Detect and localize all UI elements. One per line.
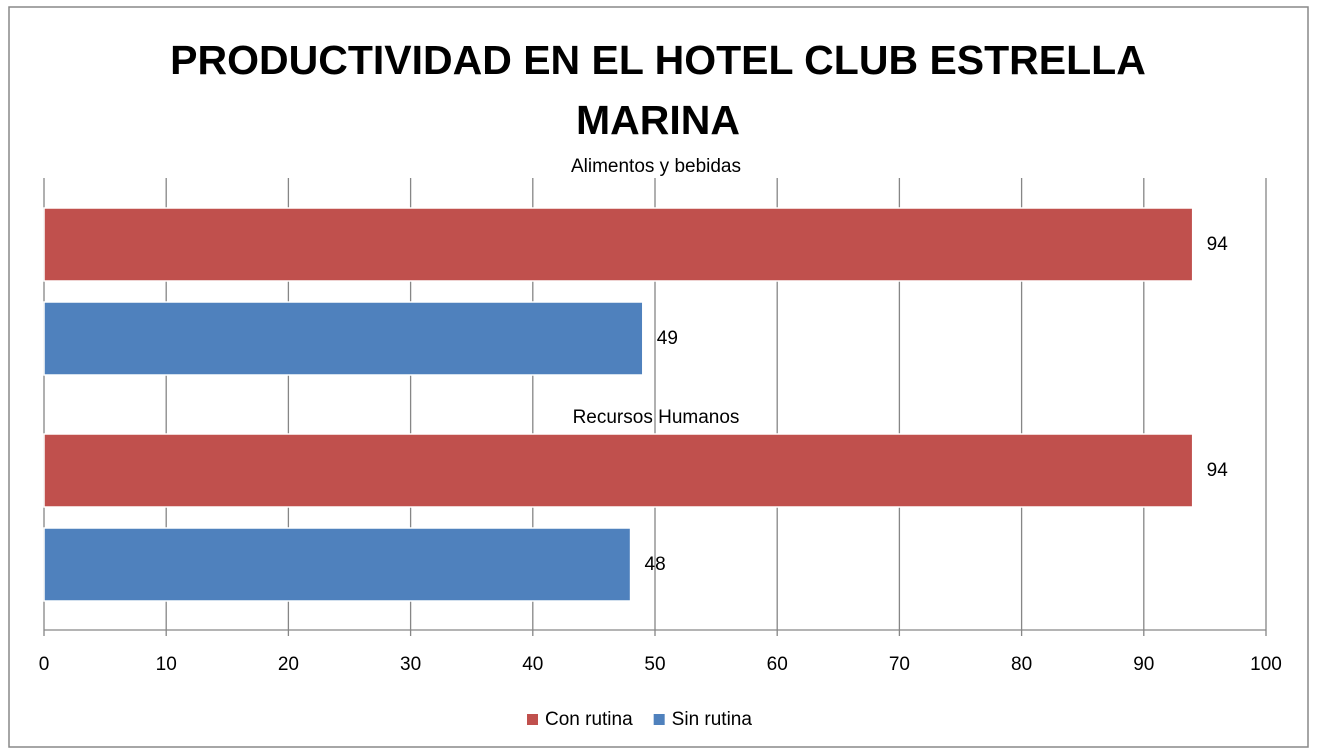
x-tick-label: 0 <box>39 654 50 675</box>
bar <box>43 527 632 602</box>
x-tick-label: 90 <box>1133 654 1154 675</box>
data-label: 48 <box>645 554 666 575</box>
bar <box>43 207 1194 282</box>
data-label: 94 <box>1207 234 1229 255</box>
chart-frame <box>8 6 1309 748</box>
legend-label: Sin rutina <box>672 709 753 730</box>
legend-swatch <box>653 714 665 725</box>
category-label: Recursos Humanos <box>573 407 740 428</box>
x-tick-label: 10 <box>156 654 177 675</box>
data-label: 49 <box>657 328 678 349</box>
legend-label: Con rutina <box>545 709 633 730</box>
x-tick-label: 70 <box>889 654 910 675</box>
chart-title: PRODUCTIVIDAD EN EL HOTEL CLUB ESTRELLA … <box>170 37 1146 143</box>
bar <box>43 301 644 376</box>
category-label: Alimentos y bebidas <box>571 156 741 177</box>
legend-swatch <box>527 714 538 725</box>
data-label: 94 <box>1207 460 1229 481</box>
x-tick-label: 30 <box>400 654 421 675</box>
x-tick-label: 60 <box>767 654 788 675</box>
x-tick-label: 20 <box>278 654 299 675</box>
x-tick-label: 80 <box>1011 654 1032 675</box>
x-tick-label: 100 <box>1250 654 1282 675</box>
x-tick-label: 40 <box>522 654 543 675</box>
x-tick-label: 50 <box>644 654 665 675</box>
bar <box>43 433 1194 508</box>
